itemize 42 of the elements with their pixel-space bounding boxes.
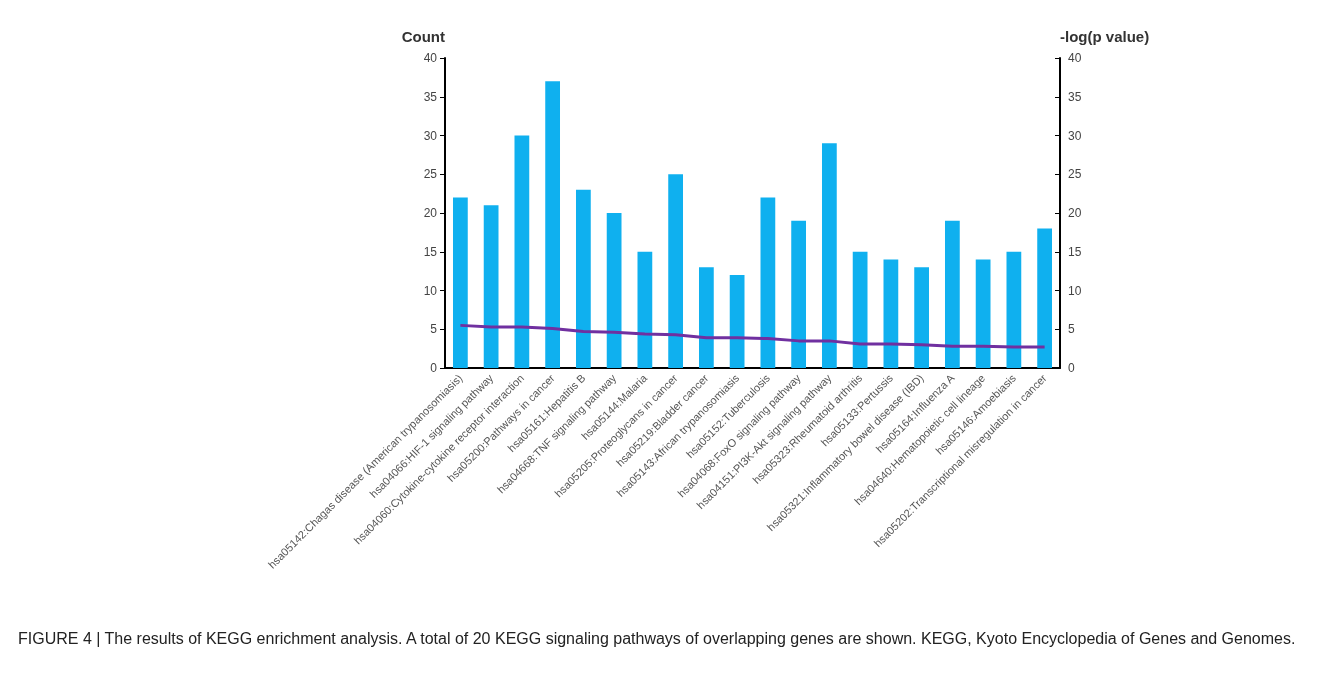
bar [576, 189, 591, 368]
caption: FIGURE 4 | The results of KEGG enrichment analysis. A total of 20 KEGG signaling pathways of overlapping genes are shown. KEGG, Kyoto Encyclopedia of Genes and Genomes. [18, 629, 1297, 649]
bar [606, 213, 622, 368]
y2-tick-label: 20 [1068, 206, 1082, 220]
y-tick-label: 15 [423, 244, 438, 259]
bar [914, 267, 930, 368]
bar [975, 259, 991, 368]
bar [1037, 228, 1052, 368]
y-tick-label: 0 [430, 361, 438, 375]
bar [883, 259, 899, 368]
bar [483, 205, 499, 368]
y-axis-title: Count [401, 28, 445, 45]
bar [637, 251, 653, 368]
bar [699, 267, 714, 368]
bar [514, 135, 530, 368]
y2-tick-label: 30 [1068, 128, 1082, 143]
bar [1006, 251, 1022, 368]
y2-tick-label: 15 [1068, 244, 1082, 259]
bar [729, 275, 745, 368]
bar [945, 220, 960, 368]
y-tick-label: 20 [423, 206, 438, 220]
y-tick-label: 5 [430, 322, 438, 337]
y-tick-label: 10 [423, 283, 438, 298]
y2-tick-label: 5 [1068, 322, 1075, 337]
bar [453, 197, 468, 368]
y-tick-label: 40 [423, 51, 438, 65]
y-tick-label: 25 [423, 167, 438, 182]
bar [545, 81, 561, 368]
line-series [458, 323, 1047, 349]
y2-tick-label: 0 [1068, 361, 1075, 375]
bar [791, 220, 807, 368]
bar [760, 197, 776, 368]
y2-tick-label: 10 [1068, 283, 1082, 298]
y2-tick-label: 25 [1068, 167, 1082, 182]
y2-axis-title: -log(p value) [1060, 28, 1150, 45]
bar [822, 143, 837, 368]
y2-tick-label: 35 [1068, 89, 1082, 104]
bar [852, 251, 868, 368]
y-tick-label: 35 [423, 89, 438, 104]
y2-tick-label: 40 [1068, 51, 1082, 65]
bar [668, 174, 684, 368]
y-tick-label: 30 [423, 128, 438, 143]
